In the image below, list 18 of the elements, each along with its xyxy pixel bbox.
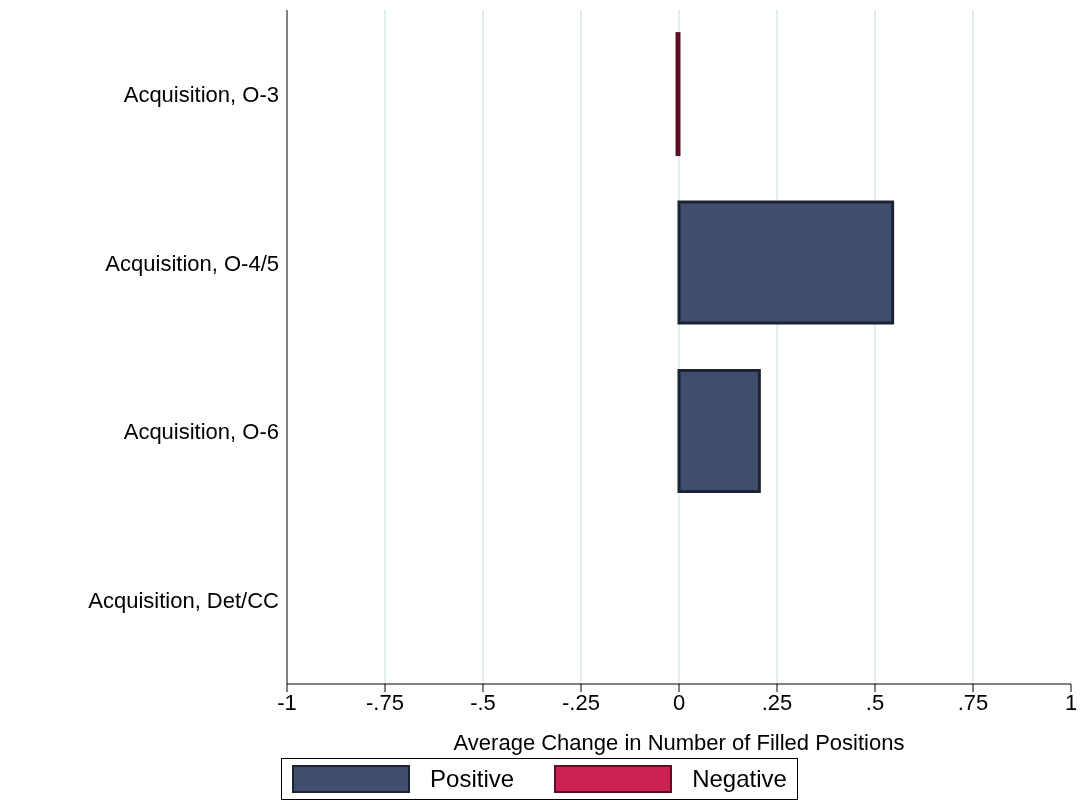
- legend-label: Negative: [692, 765, 787, 793]
- y-tick-label: Acquisition, O-3: [123, 82, 279, 108]
- legend-label: Positive: [430, 765, 515, 793]
- x-tick-label: .25: [761, 689, 793, 715]
- y-tick-label: Acquisition, Det/CC: [88, 587, 280, 613]
- y-tick-label: Acquisition, O-4/5: [105, 250, 279, 276]
- x-axis-title: Average Change in Number of Filled Positions: [453, 730, 905, 755]
- x-tick-label: -.5: [470, 689, 496, 715]
- bar: [677, 200, 895, 325]
- x-tick-label: -1: [277, 689, 297, 715]
- bar: [677, 369, 761, 494]
- x-tick-label: 0: [672, 689, 686, 715]
- x-tick-label: .5: [865, 689, 885, 715]
- x-tick-label: 1: [1064, 689, 1078, 715]
- x-tick-label: .75: [957, 689, 989, 715]
- x-tick-label: -.75: [366, 689, 404, 715]
- x-tick-label: -.25: [562, 689, 600, 715]
- y-tick-label: Acquisition, O-6: [123, 419, 279, 445]
